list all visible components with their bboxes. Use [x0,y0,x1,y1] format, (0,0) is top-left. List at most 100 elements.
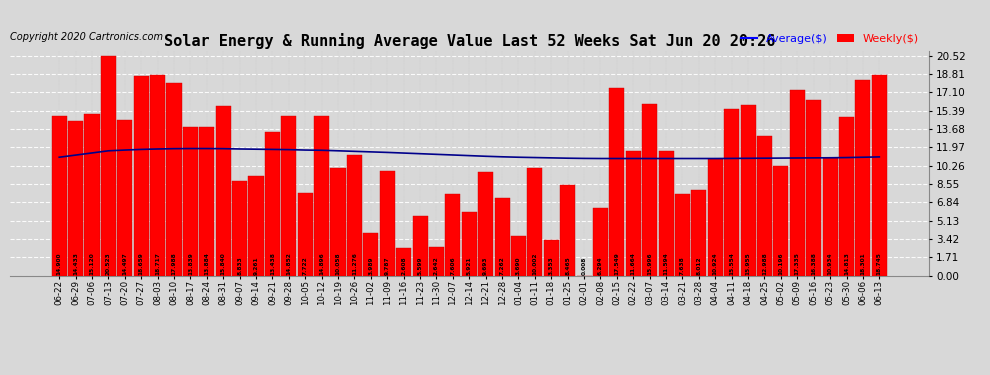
Bar [511,236,526,276]
Text: 6.294: 6.294 [598,256,603,274]
Bar [281,117,296,276]
Text: 17.549: 17.549 [615,252,620,274]
Text: 11.594: 11.594 [663,252,668,274]
Text: 16.388: 16.388 [811,252,816,274]
Bar [461,212,477,276]
Text: 14.852: 14.852 [286,252,291,274]
Text: 5.921: 5.921 [466,256,472,274]
Text: 7.638: 7.638 [680,256,685,274]
Text: 8.833: 8.833 [238,256,243,274]
Bar [839,117,854,276]
Text: 15.120: 15.120 [89,252,94,274]
Text: 10.934: 10.934 [828,252,833,274]
Bar [593,208,608,276]
Text: 15.554: 15.554 [730,252,735,274]
Text: 7.722: 7.722 [303,256,308,274]
Text: 17.335: 17.335 [795,252,800,274]
Bar [68,121,83,276]
Text: 10.002: 10.002 [533,252,538,274]
Text: 0.008: 0.008 [581,256,587,274]
Text: 7.262: 7.262 [500,256,505,274]
Text: 12.988: 12.988 [762,252,767,274]
Text: 15.840: 15.840 [221,252,226,274]
Text: 10.924: 10.924 [713,252,718,274]
Bar [346,155,362,276]
Bar [331,168,346,276]
Text: 18.301: 18.301 [860,252,865,274]
Text: 14.813: 14.813 [844,252,849,274]
Text: 11.276: 11.276 [351,252,357,274]
Text: 2.608: 2.608 [401,256,406,274]
Text: 18.717: 18.717 [155,252,160,274]
Title: Solar Energy & Running Average Value Last 52 Weeks Sat Jun 20 20:26: Solar Energy & Running Average Value Las… [163,33,775,50]
Text: 9.787: 9.787 [385,256,390,274]
Bar [773,166,788,276]
Bar [790,90,805,276]
Bar [495,198,510,276]
Bar [757,136,772,276]
Text: 3.989: 3.989 [368,256,373,274]
Text: 5.599: 5.599 [418,256,423,274]
Bar [626,151,641,276]
Bar [429,248,444,276]
Bar [855,80,870,276]
Bar [265,132,280,276]
Text: 14.896: 14.896 [319,252,324,274]
Text: 13.884: 13.884 [204,252,209,274]
Text: 8.465: 8.465 [565,256,570,274]
Bar [675,194,690,276]
Text: 2.642: 2.642 [434,256,439,274]
Bar [609,88,625,276]
Text: 14.433: 14.433 [73,252,78,274]
Bar [691,190,707,276]
Bar [248,176,263,276]
Bar [134,76,148,276]
Text: 3.690: 3.690 [516,256,521,274]
Text: 14.497: 14.497 [123,252,128,274]
Bar [560,185,575,276]
Bar [544,240,558,276]
Text: 10.196: 10.196 [778,252,783,274]
Text: Copyright 2020 Cartronics.com: Copyright 2020 Cartronics.com [10,32,163,42]
Bar [51,116,66,276]
Text: 13.839: 13.839 [188,252,193,274]
Bar [872,75,887,276]
Text: 15.996: 15.996 [647,252,652,274]
Bar [643,104,657,276]
Bar [724,109,740,276]
Text: 18.659: 18.659 [139,252,144,274]
Text: 3.353: 3.353 [548,256,553,274]
Bar [84,114,100,276]
Bar [150,75,165,276]
Bar [741,105,755,276]
Text: 8.012: 8.012 [696,256,701,274]
Bar [708,159,723,276]
Bar [166,83,181,276]
Text: 20.523: 20.523 [106,252,111,274]
Text: 9.693: 9.693 [483,256,488,274]
Bar [413,216,428,276]
Text: 17.988: 17.988 [171,252,176,274]
Bar [823,159,838,276]
Text: 7.606: 7.606 [450,256,455,274]
Legend: Average($), Weekly($): Average($), Weekly($) [737,29,923,48]
Bar [528,168,543,276]
Text: 10.058: 10.058 [336,252,341,274]
Bar [658,152,673,276]
Text: 14.900: 14.900 [56,252,61,274]
Bar [232,181,248,276]
Bar [117,120,133,276]
Bar [216,106,231,276]
Bar [396,248,411,276]
Bar [380,171,395,276]
Text: 18.745: 18.745 [877,252,882,274]
Bar [199,127,215,276]
Bar [314,116,330,276]
Text: 11.664: 11.664 [631,252,636,274]
Bar [101,56,116,276]
Text: 15.955: 15.955 [745,252,750,274]
Bar [806,100,822,276]
Bar [363,233,378,276]
Bar [183,128,198,276]
Text: 13.438: 13.438 [270,252,275,274]
